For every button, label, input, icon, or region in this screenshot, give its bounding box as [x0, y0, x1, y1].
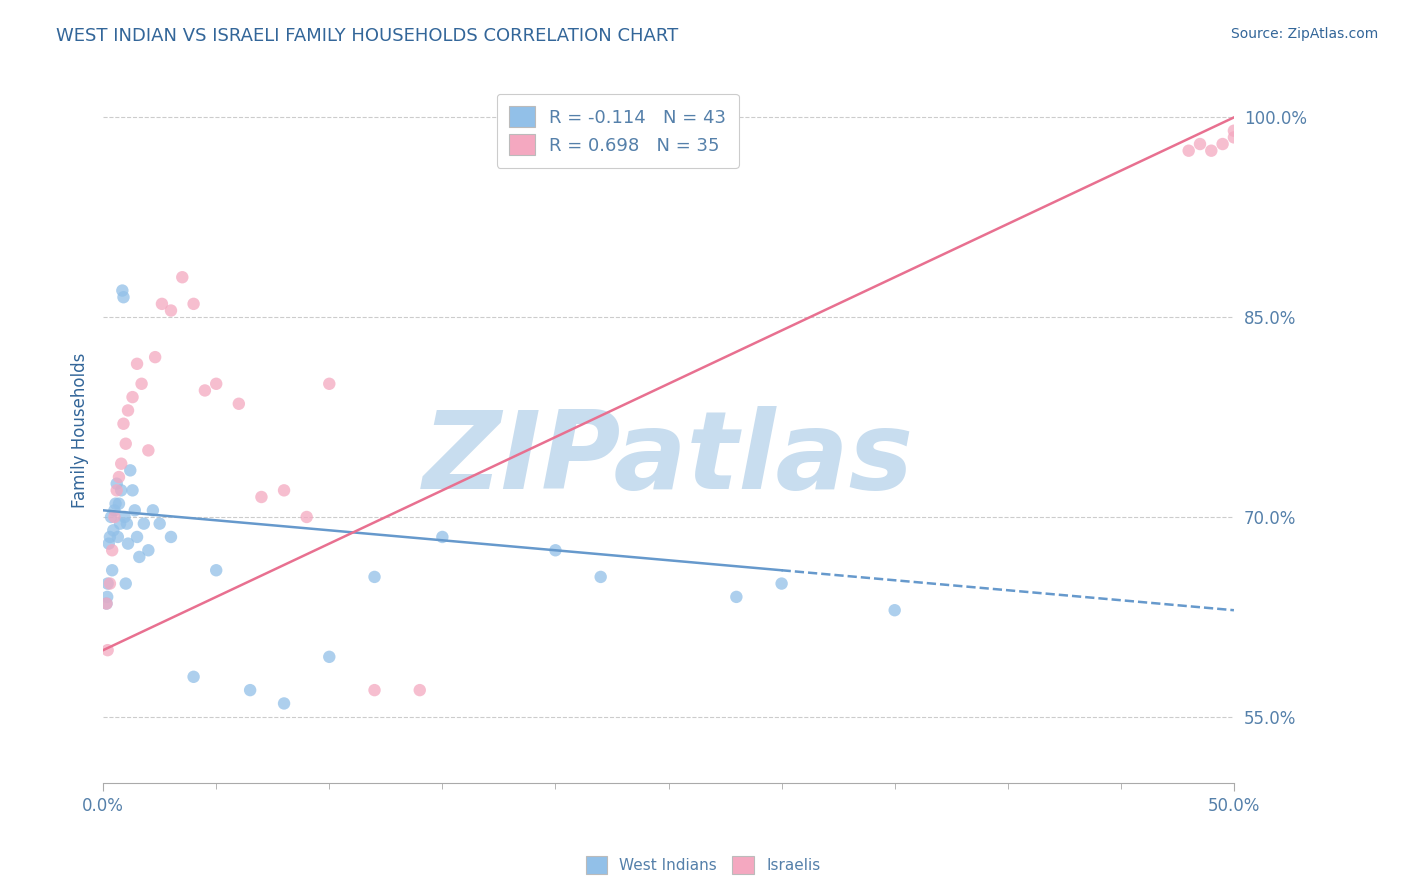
Point — [117, 403, 139, 417]
Point — [149, 516, 172, 531]
Point — [105, 483, 128, 498]
Point — [101, 563, 124, 577]
Point — [103, 510, 125, 524]
Point — [589, 570, 612, 584]
Point — [544, 543, 567, 558]
Point — [114, 576, 136, 591]
Point — [160, 303, 183, 318]
Point — [770, 576, 793, 591]
Point — [183, 670, 205, 684]
Point — [125, 530, 148, 544]
Point — [363, 570, 385, 584]
Point — [117, 536, 139, 550]
Point — [115, 516, 138, 531]
Point — [239, 683, 262, 698]
Point — [112, 290, 135, 304]
Point — [128, 549, 150, 564]
Point — [103, 503, 125, 517]
Text: WEST INDIAN VS ISRAELI FAMILY HOUSEHOLDS CORRELATION CHART: WEST INDIAN VS ISRAELI FAMILY HOUSEHOLDS… — [56, 27, 679, 45]
Point — [318, 649, 340, 664]
Point — [121, 390, 143, 404]
Point — [883, 603, 905, 617]
Point — [111, 284, 134, 298]
Y-axis label: Family Households: Family Households — [72, 352, 89, 508]
Point — [105, 476, 128, 491]
Point — [97, 576, 120, 591]
Point — [112, 417, 135, 431]
Point — [108, 470, 131, 484]
Point — [121, 483, 143, 498]
Point — [142, 503, 165, 517]
Point — [98, 576, 121, 591]
Text: ZIPatlas: ZIPatlas — [423, 406, 914, 512]
Point — [114, 436, 136, 450]
Point — [1201, 144, 1223, 158]
Point — [110, 457, 132, 471]
Point — [273, 483, 295, 498]
Point — [318, 376, 340, 391]
Point — [100, 510, 122, 524]
Point — [194, 384, 217, 398]
Point — [96, 590, 118, 604]
Point — [131, 376, 153, 391]
Text: Source: ZipAtlas.com: Source: ZipAtlas.com — [1230, 27, 1378, 41]
Point — [108, 516, 131, 531]
Point — [1223, 130, 1246, 145]
Point — [1223, 124, 1246, 138]
Point — [110, 483, 132, 498]
Point — [120, 463, 142, 477]
Point — [97, 643, 120, 657]
Point — [124, 503, 146, 517]
Point — [205, 563, 228, 577]
Point — [143, 350, 166, 364]
Point — [295, 510, 318, 524]
Point — [273, 697, 295, 711]
Point — [205, 376, 228, 391]
Point — [125, 357, 148, 371]
Point — [138, 443, 160, 458]
Point — [1188, 136, 1211, 151]
Point — [1177, 144, 1199, 158]
Legend: R = -0.114   N = 43, R = 0.698   N = 35: R = -0.114 N = 43, R = 0.698 N = 35 — [496, 94, 738, 168]
Point — [108, 497, 131, 511]
Point — [132, 516, 155, 531]
Point — [103, 524, 125, 538]
Point — [114, 510, 136, 524]
Point — [98, 530, 121, 544]
Point — [107, 530, 129, 544]
Point — [160, 530, 183, 544]
Point — [1212, 136, 1234, 151]
Point — [150, 297, 173, 311]
Point — [96, 597, 118, 611]
Point — [725, 590, 748, 604]
Point — [409, 683, 432, 698]
Point — [104, 497, 127, 511]
Point — [172, 270, 194, 285]
Point — [183, 297, 205, 311]
Point — [228, 397, 250, 411]
Point — [363, 683, 385, 698]
Point — [101, 543, 124, 558]
Point — [96, 597, 118, 611]
Legend: West Indians, Israelis: West Indians, Israelis — [579, 850, 827, 880]
Point — [250, 490, 273, 504]
Point — [97, 536, 120, 550]
Point — [138, 543, 160, 558]
Point — [432, 530, 454, 544]
